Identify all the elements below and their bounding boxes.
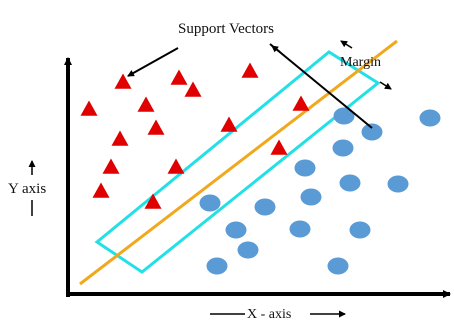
- class-a-point-14: [270, 139, 288, 155]
- class-a-point-11: [167, 158, 185, 174]
- class-b-point-11: [225, 221, 247, 239]
- class-b-point-6: [339, 174, 361, 192]
- class-a-point-2: [114, 73, 132, 89]
- x-axis-label: X - axis: [247, 307, 291, 320]
- class-a-point-3: [170, 69, 188, 85]
- class-b-point-15: [206, 257, 228, 275]
- class-b-point-9: [199, 194, 221, 212]
- class-b-point-4: [332, 139, 354, 157]
- class-b-point-1: [333, 107, 355, 125]
- class-a-points: [80, 62, 310, 209]
- class-a-point-12: [92, 182, 110, 198]
- class-b-point-2: [361, 123, 383, 141]
- support-vectors-label: Support Vectors: [178, 21, 274, 37]
- class-a-point-4: [184, 81, 202, 97]
- y-axis-label: Y axis: [8, 181, 46, 197]
- class-b-point-13: [349, 221, 371, 239]
- class-a-point-6: [137, 96, 155, 112]
- support-vector-pointer-head: [271, 45, 281, 53]
- margin-label: Margin: [340, 55, 381, 70]
- class-b-points: [199, 107, 441, 275]
- class-b-point-12: [289, 220, 311, 238]
- class-b-point-7: [387, 175, 409, 193]
- class-b-point-10: [254, 198, 276, 216]
- class-b-point-16: [327, 257, 349, 275]
- margin-arrow-upper: [340, 40, 353, 49]
- class-a-point-8: [147, 119, 165, 135]
- class-b-point-3: [419, 109, 441, 127]
- class-a-point-9: [220, 116, 238, 132]
- class-a-point-13: [144, 193, 162, 209]
- class-a-support-vector: [292, 95, 310, 111]
- support-vector-pointer-right: [269, 43, 373, 129]
- class-b-point-5: [294, 159, 316, 177]
- class-a-point-5: [241, 62, 259, 78]
- class-b-point-14: [237, 241, 259, 259]
- class-a-point-7: [111, 130, 129, 146]
- class-a-point-1: [80, 100, 98, 116]
- class-b-point-8: [300, 188, 322, 206]
- margin-boundary: [94, 50, 381, 274]
- hyperplane-line: [79, 39, 398, 286]
- support-vector-pointer-left: [127, 47, 179, 77]
- class-a-point-10: [102, 158, 120, 174]
- margin-arrow-lower: [379, 81, 392, 90]
